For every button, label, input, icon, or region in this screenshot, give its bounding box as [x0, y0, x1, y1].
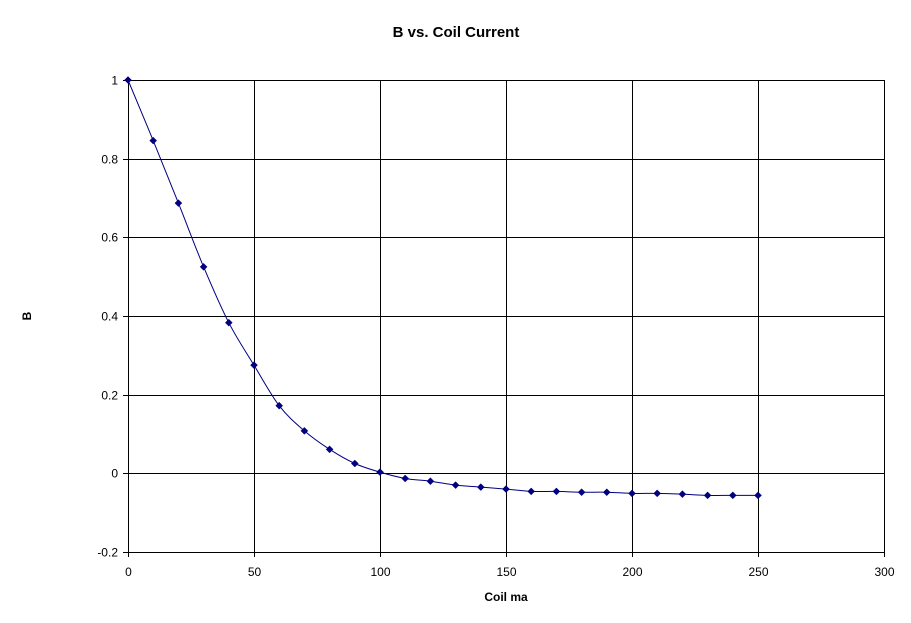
data-point-marker	[149, 136, 158, 145]
y-tick-label: 0.6	[101, 231, 118, 245]
data-point-marker	[376, 468, 384, 477]
axes	[123, 80, 885, 557]
data-point-marker	[350, 459, 359, 468]
data-point-marker	[678, 490, 687, 499]
x-tick-label: 250	[748, 565, 768, 579]
data-point-marker	[426, 477, 435, 486]
x-axis-title: Coil ma	[484, 590, 528, 604]
data-point-marker	[728, 491, 737, 500]
y-tick-label: 0	[111, 467, 118, 481]
y-tick-label: 0.4	[101, 310, 118, 324]
chart-title: B vs. Coil Current	[393, 24, 520, 41]
x-tick-label: 300	[874, 565, 894, 579]
data-point-marker	[476, 483, 485, 491]
tick-labels: -0.2 0 0.2 0.4 0.6 0.8 1 0 50 100 150 200 250 300	[97, 74, 895, 580]
data-point-marker	[527, 487, 536, 496]
data-point-marker	[577, 488, 586, 497]
x-tick-label: 50	[248, 565, 262, 579]
series-line	[127, 79, 758, 496]
data-point-marker	[224, 318, 233, 327]
data-point-marker	[275, 401, 284, 410]
x-tick-label: 0	[125, 565, 132, 579]
x-tick-label: 150	[496, 565, 516, 579]
data-point-marker	[250, 361, 258, 370]
data-point-marker	[199, 262, 208, 271]
x-tick-label: 100	[370, 565, 390, 579]
grid	[128, 80, 885, 553]
data-point-marker	[602, 488, 611, 497]
y-axis-title: B	[20, 311, 34, 320]
y-tick-label: 0.8	[101, 153, 118, 167]
data-point-marker	[703, 491, 712, 500]
data-point-marker	[451, 481, 460, 489]
data-point-marker	[754, 491, 762, 500]
data-point-marker	[325, 445, 334, 454]
series	[124, 76, 762, 500]
y-tick-label: -0.2	[97, 546, 118, 560]
data-point-marker	[174, 199, 183, 207]
x-tick-label: 200	[622, 565, 642, 579]
data-point-marker	[653, 489, 662, 498]
data-point-marker	[300, 426, 309, 435]
data-point-marker	[628, 489, 636, 498]
y-tick-label: 1	[111, 74, 118, 88]
data-point-marker	[552, 487, 561, 496]
y-tick-label: 0.2	[101, 389, 118, 403]
data-point-marker	[401, 474, 410, 483]
data-point-marker	[124, 76, 132, 84]
data-point-marker	[502, 485, 510, 493]
